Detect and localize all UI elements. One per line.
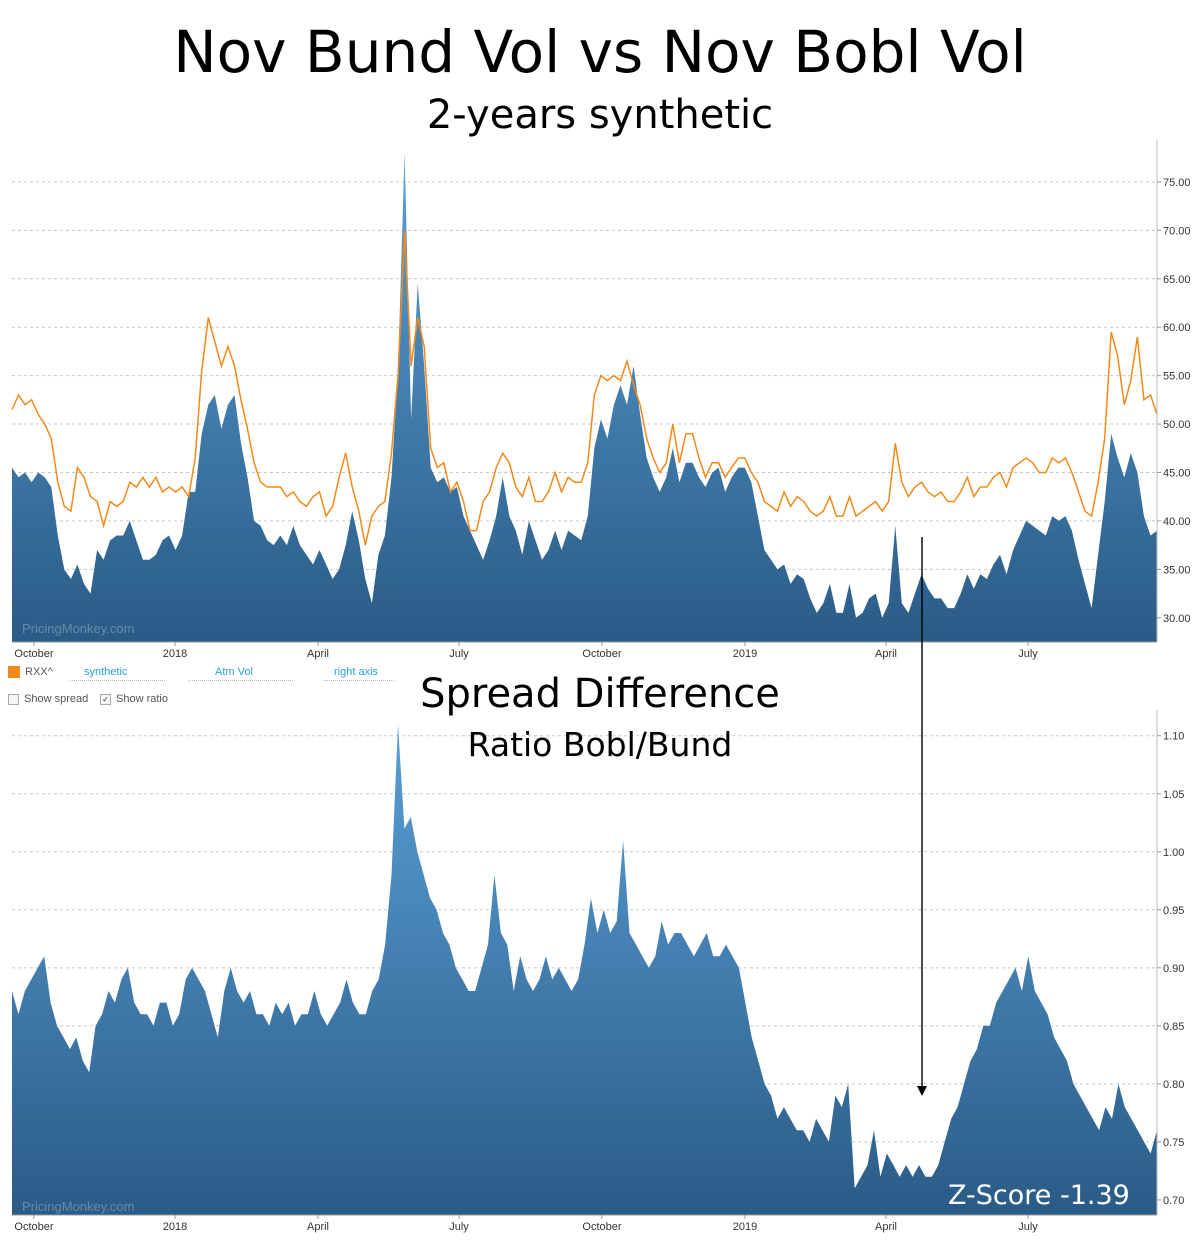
y-tick-label: 65.00 (1163, 274, 1191, 286)
show-ratio-checkbox[interactable]: ✓ (100, 694, 111, 705)
x-tick-label: October (14, 648, 53, 660)
ratio-chart: 0.70 0.75 0.80 0.85 0.90 0.95 1.00 1.05 1.10 Oct… (12, 710, 1184, 1233)
x-axis: October 2018 April July October 2019 April July (14, 642, 1038, 660)
y-tick-label: 1.05 (1163, 789, 1184, 801)
legend-swatch (8, 666, 20, 678)
show-spread-label[interactable]: Show spread (24, 693, 89, 705)
y-tick-label: 55.00 (1163, 371, 1191, 383)
ratio-subtitle: Ratio Bobl/Bund (467, 725, 733, 764)
legend: RXX^ synthetic Atm Vol right axis (8, 664, 408, 684)
show-ratio-label[interactable]: Show ratio (116, 693, 168, 705)
x-tick-label: 2019 (733, 1221, 757, 1233)
x-tick-label: April (875, 648, 897, 660)
y-tick-label: 0.70 (1163, 1195, 1184, 1207)
ratio-area (12, 724, 1157, 1215)
watermark: PricingMonkey.com (22, 1199, 134, 1214)
y-tick-label: 0.75 (1163, 1137, 1184, 1149)
y-tick-label: 0.85 (1163, 1021, 1184, 1033)
y-tick-label: 30.00 (1163, 613, 1191, 625)
bund-vol-area (12, 152, 1157, 643)
y-axis: 30.00 35.00 40.00 45.00 50.00 55.00 60.00 65.00… (1157, 177, 1191, 625)
show-spread-checkbox[interactable] (8, 694, 19, 705)
vol-chart: 30.00 35.00 40.00 45.00 50.00 55.00 60.00 65.00… (11, 140, 1191, 660)
x-tick-label: July (449, 1221, 469, 1233)
y-axis: 0.70 0.75 0.80 0.85 0.90 0.95 1.00 1.05 1.10 (1157, 731, 1184, 1207)
y-tick-label: 0.90 (1163, 963, 1184, 975)
y-tick-label: 70.00 (1163, 225, 1191, 237)
y-tick-label: 1.00 (1163, 847, 1184, 859)
legend-measure-dropdown[interactable]: Atm Vol (215, 666, 253, 678)
x-tick-label: 2018 (163, 1221, 187, 1233)
legend-mode-dropdown[interactable]: synthetic (84, 666, 128, 678)
y-tick-label: 75.00 (1163, 177, 1191, 189)
y-tick-label: 0.95 (1163, 905, 1184, 917)
chart-title: Nov Bund Vol vs Nov Bobl Vol (173, 18, 1027, 86)
y-tick-label: 1.10 (1163, 731, 1184, 743)
x-tick-label: 2018 (163, 648, 187, 660)
x-tick-label: October (582, 648, 621, 660)
x-tick-label: July (1018, 648, 1038, 660)
x-tick-label: July (1018, 1221, 1038, 1233)
chart-options: Show spread ✓ Show ratio (8, 692, 208, 708)
x-tick-label: July (449, 648, 469, 660)
legend-axis-dropdown[interactable]: right axis (334, 666, 379, 678)
watermark: PricingMonkey.com (22, 621, 134, 636)
chart-subtitle: 2-years synthetic (426, 92, 774, 138)
x-tick-label: October (582, 1221, 621, 1233)
x-tick-label: April (307, 1221, 329, 1233)
y-tick-label: 60.00 (1163, 322, 1191, 334)
legend-series[interactable]: RXX^ (25, 666, 53, 678)
y-tick-label: 0.80 (1163, 1079, 1184, 1091)
x-tick-label: 2019 (733, 648, 757, 660)
spread-title: Spread Difference (420, 671, 780, 717)
y-tick-label: 45.00 (1163, 467, 1191, 479)
y-tick-label: 50.00 (1163, 419, 1191, 431)
x-tick-label: October (14, 1221, 53, 1233)
rxx-line (11, 230, 1158, 546)
zscore-label: Z-Score -1.39 (948, 1180, 1130, 1211)
y-tick-label: 40.00 (1163, 516, 1191, 528)
x-tick-label: April (307, 648, 329, 660)
x-tick-label: April (875, 1221, 897, 1233)
x-axis: October 2018 April July October 2019 April July (14, 1215, 1038, 1233)
y-tick-label: 35.00 (1163, 564, 1191, 576)
